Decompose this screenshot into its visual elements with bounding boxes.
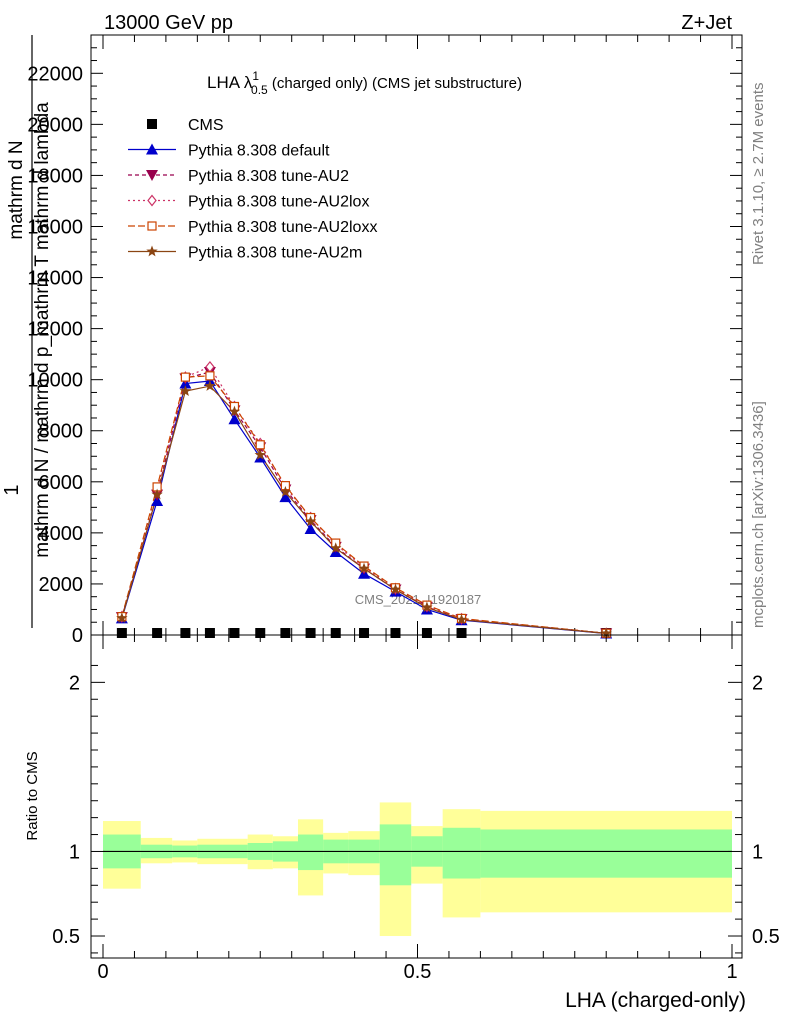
main-title: LHA λ1 0.5 (charged only) (CMS jet substr…: [207, 69, 522, 97]
data-point-pythia-8-308-tune-au2loxx: [205, 371, 215, 381]
main-y-tick-label: 0: [72, 625, 83, 647]
main-y-tick-label: 16000: [27, 216, 83, 238]
legend-marker-pythia-8-308-tune-au2loxx: [147, 221, 157, 231]
series-line-pythia-8-308-default: [121, 380, 607, 635]
data-point-pythia-8-308-tune-au2m: [600, 627, 612, 639]
ratio-y-tick-label: 2: [69, 672, 80, 694]
legend-label-pythia-8-308-tune-au2: Pythia 8.308 tune-AU2: [188, 168, 349, 185]
main-y-label-numerator: mathrm d N: [6, 140, 27, 239]
data-point-cms: [421, 628, 432, 638]
ratio-bands-layer: [103, 802, 732, 937]
data-point-pythia-8-308-tune-au2m: [304, 515, 317, 527]
main-y-tick-label: 2000: [39, 574, 84, 596]
legend-marker-pythia-8-308-tune-au2lox: [147, 194, 157, 207]
mcplots-label: mcplots.cern.ch [arXiv:1306.3436]: [750, 401, 767, 628]
process-label: Z+Jet: [681, 12, 732, 34]
ratio-inner-band: [297, 834, 324, 871]
data-point-pythia-8-308-tune-au2m: [330, 542, 342, 553]
data-point-pythia-8-308-tune-au2m: [204, 380, 216, 391]
data-point-pythia-8-308-tune-au2m: [421, 601, 433, 613]
ratio-y-tick-label: 1: [69, 841, 80, 863]
data-point-cms: [255, 628, 266, 638]
data-point-cms: [116, 628, 127, 638]
data-point-cms: [280, 628, 291, 638]
data-point-pythia-8-308-tune-au2m: [228, 405, 241, 417]
data-point-pythia-8-308-tune-au2loxx: [255, 440, 265, 450]
main-y-tick-label: 22000: [27, 63, 83, 85]
data-point-cms: [359, 628, 370, 638]
data-point-cms: [152, 628, 163, 638]
ratio-y-label: Ratio to CMS: [24, 751, 41, 840]
analysis-watermark: CMS_2021_I1920187: [355, 592, 482, 607]
data-point-pythia-8-308-tune-au2m: [254, 449, 266, 460]
main-y-tick-label: 12000: [27, 319, 83, 341]
data-point-pythia-8-308-default: [304, 523, 317, 535]
ratio-y-tick-label-right: 2: [752, 672, 763, 694]
main-y-tick-label: 4000: [39, 523, 84, 545]
data-point-cms: [390, 628, 401, 638]
ratio-x-tick-label: 0.5: [404, 961, 432, 983]
ratio-panel: 0.5 0.51 12 2 0 0.5 1 Ratio to CMS LHA (charg…: [24, 634, 780, 1012]
main-y-tick-label: 18000: [27, 165, 83, 187]
data-point-cms: [180, 628, 191, 638]
data-point-cms: [456, 628, 467, 638]
legend-marker-pythia-8-308-tune-au2: [146, 170, 158, 181]
main-y-tick-label: 8000: [39, 421, 84, 443]
data-point-cms: [305, 628, 316, 638]
main-y-axis: 0 2000 4000 6000 8000 10000 12000 14000 16000 180…: [27, 34, 742, 647]
data-point-pythia-8-308-tune-au2m: [358, 562, 370, 574]
data-point-cms: [330, 628, 341, 638]
ratio-x-tick-label: 1: [726, 961, 737, 983]
data-point-pythia-8-308-tune-au2m: [116, 612, 128, 623]
main-y-tick-label: 20000: [27, 114, 83, 136]
data-point-cms: [204, 628, 215, 638]
legend-marker-pythia-8-308-default: [146, 143, 158, 155]
legend-label-pythia-8-308-tune-au2lox: Pythia 8.308 tune-AU2lox: [188, 194, 369, 211]
x-axis-label: LHA (charged-only): [565, 989, 746, 1012]
data-point-pythia-8-308-tune-au2m: [455, 613, 468, 625]
main-y-tick-label: 14000: [27, 268, 83, 290]
main-title-suffix: (charged only) (CMS jet substructure): [268, 75, 522, 92]
main-y-label-denominator: mathrm d N / mathrm d p_mathrm T mathrm …: [32, 102, 53, 558]
data-point-pythia-8-308-default: [228, 413, 241, 425]
ratio-inner-band: [480, 829, 732, 878]
legend-label-pythia-8-308-tune-au2m: Pythia 8.308 tune-AU2m: [188, 245, 362, 262]
legend-marker-pythia-8-308-tune-au2m: [146, 245, 158, 257]
main-title-sub: 0.5: [251, 83, 268, 97]
main-title-prefix: LHA λ: [207, 73, 253, 92]
data-point-cms: [229, 628, 240, 638]
rivet-label: Rivet 3.1.10, ≥ 2.7M events: [750, 83, 767, 266]
data-point-pythia-8-308-default: [279, 491, 292, 503]
ratio-y-tick-label-right: 1: [752, 841, 763, 863]
main-panel: 0 2000 4000 6000 8000 10000 12000 14000 16000 180…: [27, 34, 743, 647]
ratio-x-axis: 0 0.5 1: [97, 635, 738, 983]
ratio-y-axis: 0.5 0.5 1 1 2 2: [52, 664, 780, 954]
legend-label-pythia-8-308-default: Pythia 8.308 default: [188, 143, 330, 160]
data-point-pythia-8-308-tune-au2loxx: [180, 372, 190, 382]
ratio-panel-frame: [90, 634, 743, 959]
legend: CMS Pythia 8.308 default Pythia 8.308 tune…: [128, 117, 377, 262]
legend-label-cms: CMS: [188, 117, 224, 134]
main-y-label: 1 mathrm d N mathrm d N / mathrm d p_mat…: [1, 35, 53, 628]
ratio-y-tick-label: 0.5: [52, 926, 80, 948]
ratio-inner-band: [379, 824, 412, 886]
legend-label-pythia-8-308-tune-au2loxx: Pythia 8.308 tune-AU2loxx: [188, 219, 377, 236]
legend-marker-cms: [147, 119, 157, 129]
main-y-tick-label: 6000: [39, 472, 84, 494]
ratio-inner-band: [442, 827, 481, 879]
ratio-x-tick-label: 0: [97, 961, 108, 983]
data-point-pythia-8-308-tune-au2m: [389, 583, 402, 595]
main-title-sup: 1: [252, 69, 259, 83]
main-y-tick-label: 10000: [27, 370, 83, 392]
ratio-y-tick-label-right: 0.5: [752, 926, 780, 948]
main-y-label-lead: 1: [1, 484, 23, 495]
data-point-pythia-8-308-tune-au2m: [179, 385, 192, 396]
data-point-pythia-8-308-tune-au2m: [279, 486, 292, 497]
energy-label: 13000 GeV pp: [104, 12, 233, 34]
data-point-pythia-8-308-tune-au2m: [151, 488, 163, 500]
